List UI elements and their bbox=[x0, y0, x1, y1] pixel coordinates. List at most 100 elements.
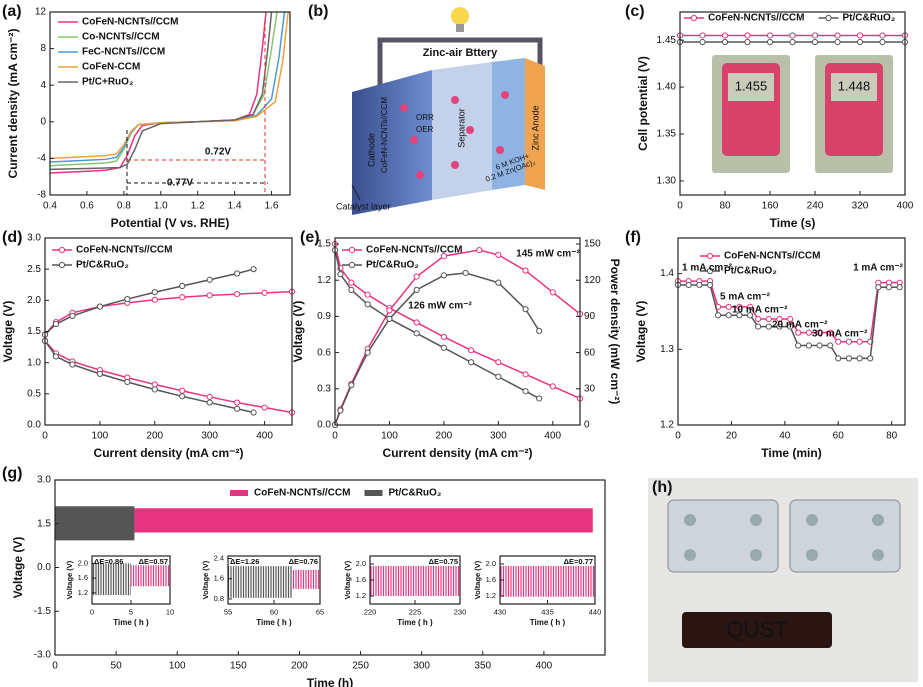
annotation: ΔE=0.57 bbox=[139, 557, 168, 566]
x-tick-label: 400 bbox=[536, 661, 553, 672]
catalyst-label: Catalyst layer bbox=[336, 201, 391, 211]
legend-label: Pt/C+RuO₂ bbox=[82, 77, 133, 88]
marker bbox=[522, 306, 529, 313]
legend-label: Pt/C&RuO₂ bbox=[724, 266, 777, 277]
marker bbox=[776, 315, 783, 323]
marker bbox=[462, 269, 469, 277]
y-tick-label: 1.40 bbox=[657, 82, 677, 93]
y-axis-label: Cell potential (V) bbox=[636, 56, 650, 151]
y-tick-label: 1.6 bbox=[214, 574, 224, 583]
marker bbox=[699, 38, 706, 46]
marker bbox=[725, 312, 732, 319]
marker bbox=[468, 359, 475, 366]
marker bbox=[867, 355, 874, 362]
x-tick-label: 430 bbox=[494, 607, 507, 616]
marker bbox=[69, 361, 76, 368]
marker bbox=[495, 251, 502, 258]
legend-label: CoFeN-NCNTs//CCM bbox=[724, 251, 820, 262]
marker bbox=[879, 38, 886, 46]
electrolyte bbox=[492, 58, 525, 190]
marker bbox=[364, 301, 371, 308]
annotation: 30 mA cm⁻² bbox=[812, 329, 868, 340]
x-tick-label: 0.4 bbox=[43, 201, 57, 212]
marker bbox=[699, 32, 706, 39]
marker bbox=[468, 347, 475, 354]
marker bbox=[549, 383, 556, 390]
x-tick-label: 60 bbox=[833, 431, 845, 442]
y-tick-label: 2.0 bbox=[486, 559, 496, 568]
marker bbox=[736, 312, 743, 319]
legend-label: CoFeN-NCNTs//CCM bbox=[708, 13, 804, 24]
chart: 430 435 440 1.2 1.6 2.0 Time ( h ) Voltage (V) Δ… bbox=[473, 555, 601, 627]
marker bbox=[789, 38, 796, 46]
x-axis-label: Time ( h ) bbox=[397, 618, 433, 627]
bolt bbox=[684, 549, 696, 561]
marker bbox=[845, 338, 853, 345]
x-tick-label: 225 bbox=[409, 607, 422, 616]
x-tick-label: 100 bbox=[169, 661, 186, 672]
y-axis-label: Voltage (V) bbox=[291, 301, 305, 363]
x-tick-label: 20 bbox=[726, 431, 738, 442]
device bbox=[789, 499, 901, 573]
y-tick-label: 3.0 bbox=[37, 475, 51, 486]
marker bbox=[348, 382, 355, 389]
chart: 220 225 230 1.2 1.6 2.0 Time ( h ) Voltage (V) Δ… bbox=[343, 555, 466, 627]
legend-marker bbox=[348, 246, 356, 254]
y-axis-label: Voltage (V) bbox=[65, 560, 74, 599]
marker bbox=[413, 273, 420, 280]
x-tick-label: 320 bbox=[852, 201, 869, 212]
y-axis-label: Voltage (V) bbox=[1, 301, 15, 363]
led-text: QUST bbox=[726, 617, 787, 642]
marker bbox=[879, 32, 886, 39]
marker bbox=[386, 307, 393, 314]
marker bbox=[413, 319, 420, 326]
marker bbox=[811, 38, 819, 46]
x-axis-label: Current density (mA cm⁻²) bbox=[383, 446, 533, 460]
x-tick-label: 250 bbox=[352, 661, 369, 672]
panel-letter: (a) bbox=[2, 3, 22, 20]
y-tick-label: 1.35 bbox=[657, 129, 677, 140]
marker bbox=[151, 381, 158, 388]
cycling-band bbox=[370, 566, 460, 596]
x-tick-label: 200 bbox=[146, 431, 163, 442]
marker bbox=[549, 289, 556, 296]
x-axis-label: Time ( h ) bbox=[113, 618, 149, 627]
molecule bbox=[501, 91, 509, 99]
x-tick-label: 5 bbox=[129, 607, 133, 616]
marker bbox=[522, 388, 529, 395]
marker bbox=[736, 303, 743, 310]
marker bbox=[755, 323, 762, 330]
x-tick-label: 400 bbox=[897, 201, 914, 212]
marker bbox=[805, 342, 812, 349]
legend-swatch bbox=[364, 490, 383, 496]
y-tick-label: 0 bbox=[40, 116, 46, 127]
marker bbox=[696, 281, 703, 289]
x-tick-label: 10 bbox=[166, 607, 174, 616]
y-tick-label: 4 bbox=[40, 80, 46, 91]
legend-marker bbox=[706, 267, 714, 275]
x-axis-label: Time (min) bbox=[761, 446, 821, 460]
y2-axis-label: Power density (mW cm⁻²) bbox=[608, 259, 622, 405]
x-tick-label: 200 bbox=[436, 431, 453, 442]
annotation: ΔE=0.76 bbox=[289, 557, 318, 566]
plot-frame bbox=[334, 237, 581, 426]
annotation: 126 mW cm⁻² bbox=[408, 301, 472, 312]
y-tick-label: 0.3 bbox=[317, 383, 331, 394]
meter-screen bbox=[728, 73, 774, 101]
marker bbox=[234, 270, 241, 277]
cycling-band bbox=[55, 506, 135, 541]
marker bbox=[766, 32, 774, 39]
x-axis-label: Time (s) bbox=[770, 216, 816, 230]
x-tick-label: 1.6 bbox=[265, 201, 279, 212]
marker bbox=[348, 279, 355, 286]
marker bbox=[856, 338, 863, 345]
annotation: ΔE=1.26 bbox=[230, 557, 259, 566]
marker bbox=[364, 291, 371, 298]
marker bbox=[856, 38, 864, 46]
chart: 0 100 200 300 400 0.0 0.3 0.6 0.9 1.2 1.5 0 30 60 90 12… bbox=[291, 229, 622, 460]
y-tick-label: 2.0 bbox=[78, 558, 88, 567]
marker bbox=[440, 252, 447, 260]
marker bbox=[440, 333, 447, 341]
marker bbox=[476, 246, 483, 254]
marker bbox=[179, 393, 186, 400]
